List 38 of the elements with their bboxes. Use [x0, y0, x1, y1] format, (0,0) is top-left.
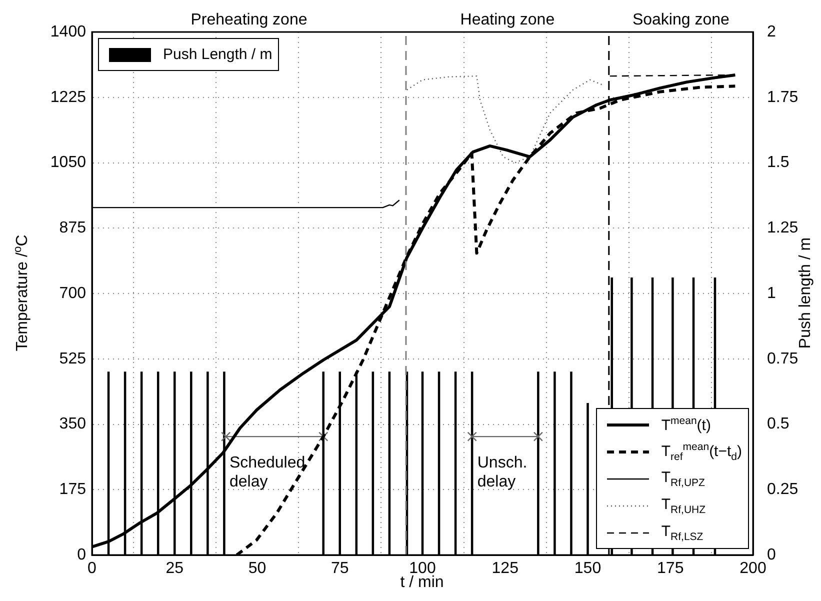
text: Soaking zone: [632, 11, 730, 28]
y-tick-label: 0: [77, 546, 86, 564]
x-axis-title: t / min: [400, 574, 444, 592]
y-tick-label: 175: [59, 481, 86, 498]
y2-tick-label: 1.5: [767, 154, 790, 172]
x-tick-label: 200: [740, 560, 766, 578]
legend-label: Push Length / m: [163, 46, 272, 63]
x-tick-label: 25: [166, 560, 184, 578]
x-tick-label: 175: [657, 560, 684, 578]
y2-tick-label: 1.75: [767, 88, 798, 106]
y-tick-label: 1050: [50, 154, 86, 172]
text: Preheating zone: [190, 11, 308, 28]
y2-tick-label: 0: [767, 546, 776, 564]
y2-axis-title: Push length / m: [797, 237, 815, 349]
y2-tick-label: 1: [767, 284, 776, 302]
y-tick-label: 525: [59, 350, 86, 368]
y2-tick-label: 0.75: [767, 350, 798, 368]
y2-tick-label: 2: [767, 23, 776, 40]
x-tick-label: 125: [492, 560, 519, 578]
y-tick-label: 700: [59, 284, 86, 302]
y-tick-label: 1225: [50, 88, 86, 106]
legend-label: T$_{Rf,UHZ}$: [661, 496, 706, 516]
x-tick-label: 150: [574, 560, 602, 578]
y2-tick-label: 0.5: [767, 416, 790, 433]
y-tick-label: 350: [59, 416, 86, 433]
legend-label: T$_{ref}$$^{mean}$(t−t$_{d}$): [661, 440, 742, 462]
text: Heating zone: [460, 11, 555, 28]
x-tick-label: 50: [248, 560, 266, 578]
y2-tick-label: 0.25: [767, 481, 798, 498]
annotation: Scheduled delay: [230, 454, 306, 490]
y2-tick-label: 1.25: [767, 220, 798, 237]
legend-label: T$^{mean}$(t): [661, 415, 711, 434]
y-tick-label: 1400: [50, 23, 86, 40]
annotation: Unsch. delay: [477, 454, 528, 490]
legend-label: T$_{Rf,UPZ}$: [661, 468, 705, 488]
legend-label: T$_{Rf,LSZ}$: [661, 522, 704, 542]
x-tick-label: 75: [330, 560, 349, 578]
y-tick-label: 875: [59, 220, 86, 237]
